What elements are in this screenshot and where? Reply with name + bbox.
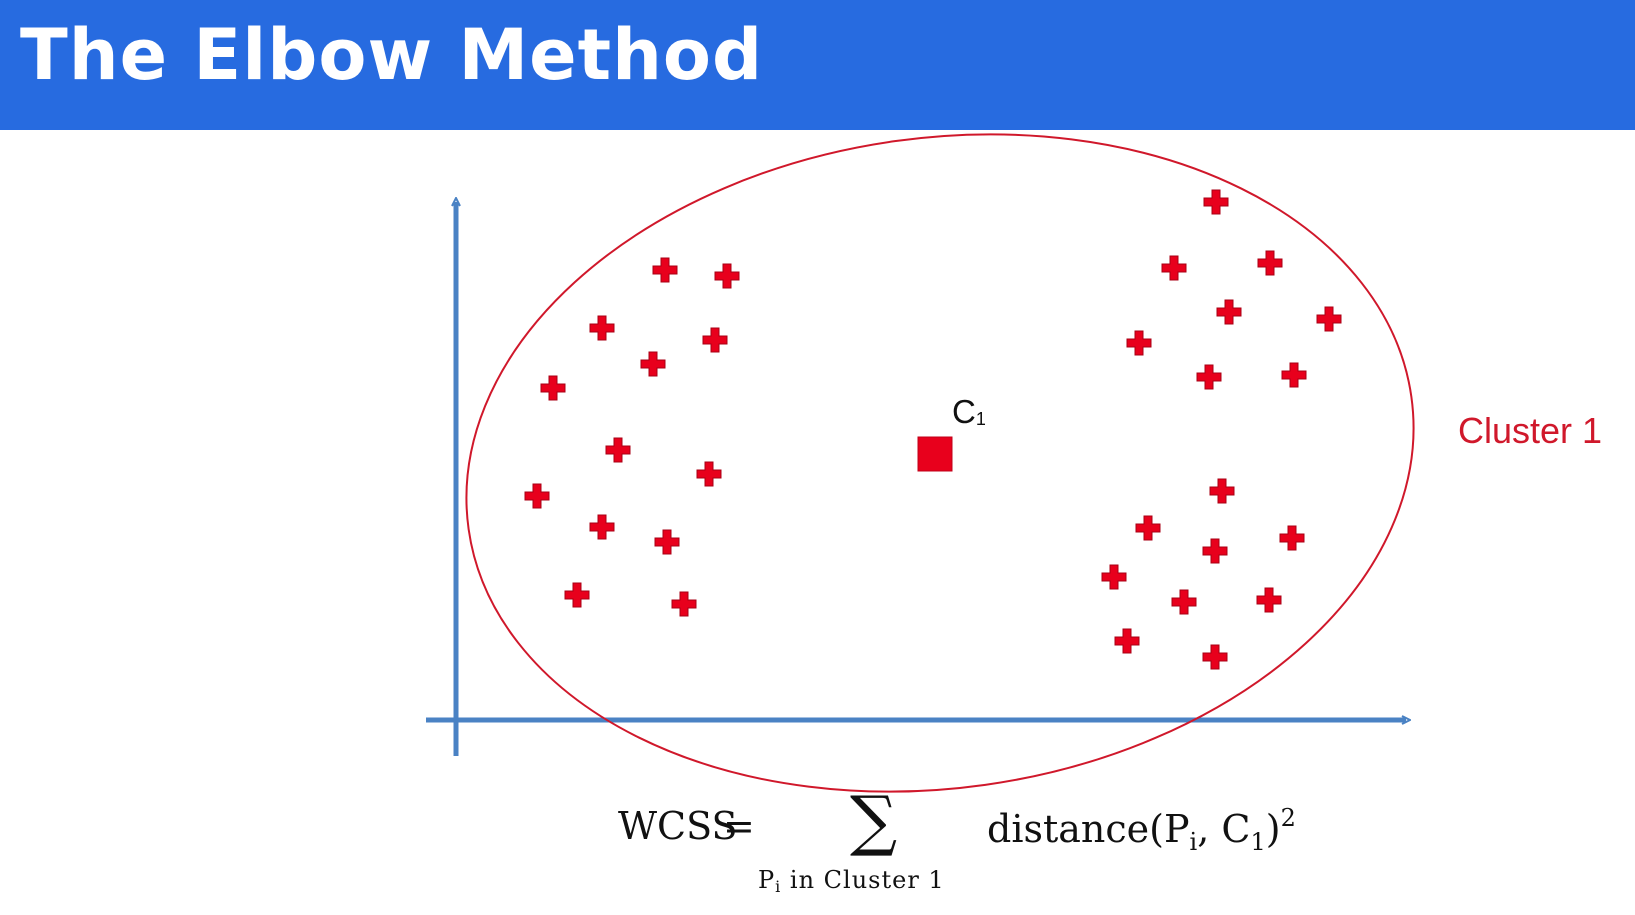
data-point — [589, 514, 615, 540]
data-point — [1216, 299, 1242, 325]
title-bar: The Elbow Method — [0, 0, 1635, 130]
cluster-label: Cluster 1 — [1458, 410, 1602, 451]
sum-symbol: ∑ — [850, 782, 898, 859]
data-point — [1203, 189, 1229, 215]
data-point — [589, 315, 615, 341]
data-point — [1135, 515, 1161, 541]
data-point — [540, 375, 566, 401]
data-point — [1126, 330, 1152, 356]
data-point — [1281, 362, 1307, 388]
data-points — [524, 189, 1342, 670]
data-point — [1256, 587, 1282, 613]
data-point — [1161, 255, 1187, 281]
formula-rhs: distance(Pi, C1)2 — [987, 804, 1296, 856]
data-point — [1279, 525, 1305, 551]
centroid-label: C1 — [952, 393, 986, 430]
data-point — [1316, 306, 1342, 332]
data-point — [1114, 628, 1140, 654]
data-point — [564, 582, 590, 608]
formula-equals: = — [723, 804, 755, 848]
wcss-formula: WCSS = ∑ Pi in Cluster 1 distance(Pi, C1… — [600, 788, 1300, 910]
sum-subscript: Pi in Cluster 1 — [758, 866, 945, 896]
data-point — [1209, 478, 1235, 504]
data-point — [671, 591, 697, 617]
data-point — [1196, 364, 1222, 390]
formula-lhs: WCSS — [618, 804, 738, 848]
slide-title: The Elbow Method — [20, 14, 764, 96]
data-point — [654, 529, 680, 555]
data-point — [605, 437, 631, 463]
data-point — [524, 483, 550, 509]
data-point — [1202, 538, 1228, 564]
data-point — [702, 327, 728, 353]
data-point — [1101, 564, 1127, 590]
data-point — [1202, 644, 1228, 670]
centroid-marker — [917, 436, 953, 472]
data-point — [1171, 589, 1197, 615]
cluster-ellipse — [465, 133, 1415, 793]
data-point — [696, 461, 722, 487]
data-point — [640, 351, 666, 377]
data-point — [714, 263, 740, 289]
data-point — [652, 257, 678, 283]
data-point — [1257, 250, 1283, 276]
